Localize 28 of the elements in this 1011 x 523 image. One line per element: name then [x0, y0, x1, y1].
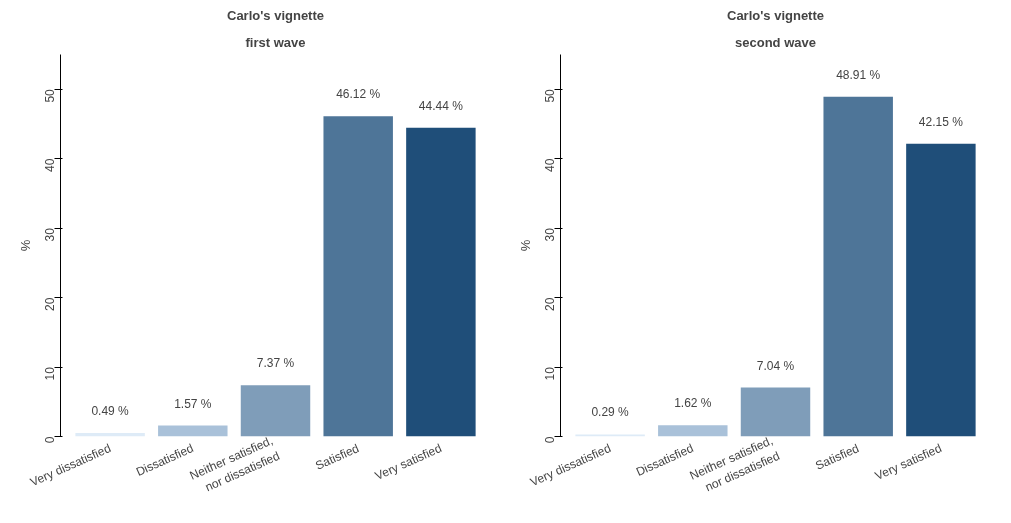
- data-label: 0.49 %: [91, 404, 130, 419]
- y-tick-label: 30: [43, 227, 57, 242]
- y-tick-label: 50: [43, 88, 57, 103]
- chart-subtitle: second wave: [735, 34, 816, 50]
- y-tick-label: 40: [543, 158, 557, 173]
- data-label: 42.15 %: [918, 114, 964, 129]
- y-tick-label: 50: [543, 88, 557, 103]
- data-label: 7.37 %: [256, 356, 295, 371]
- y-tick-label: 10: [543, 366, 557, 381]
- y-tick-label: 40: [43, 158, 57, 173]
- y-axis-title: %: [17, 239, 33, 252]
- data-label: 44.44 %: [418, 98, 464, 113]
- y-tick-label: 20: [43, 297, 57, 311]
- y-tick-label: 20: [543, 297, 557, 311]
- data-label: 0.29 %: [591, 405, 630, 420]
- data-label: 48.91 %: [836, 67, 881, 82]
- y-tick-label: 10: [43, 366, 57, 381]
- data-label: 46.12 %: [336, 87, 381, 102]
- chart-title: Carlo's vignette: [227, 7, 325, 23]
- y-tick-label: 0: [43, 436, 57, 444]
- chart-title: Carlo's vignette: [727, 7, 825, 23]
- y-tick-label: 30: [543, 227, 557, 242]
- data-label: 1.62 %: [674, 396, 712, 411]
- y-tick-label: 0: [543, 436, 557, 444]
- y-axis-title: %: [517, 239, 533, 252]
- data-label: 7.04 %: [756, 358, 795, 373]
- data-label: 1.57 %: [174, 396, 212, 411]
- chart-subtitle: first wave: [245, 34, 306, 50]
